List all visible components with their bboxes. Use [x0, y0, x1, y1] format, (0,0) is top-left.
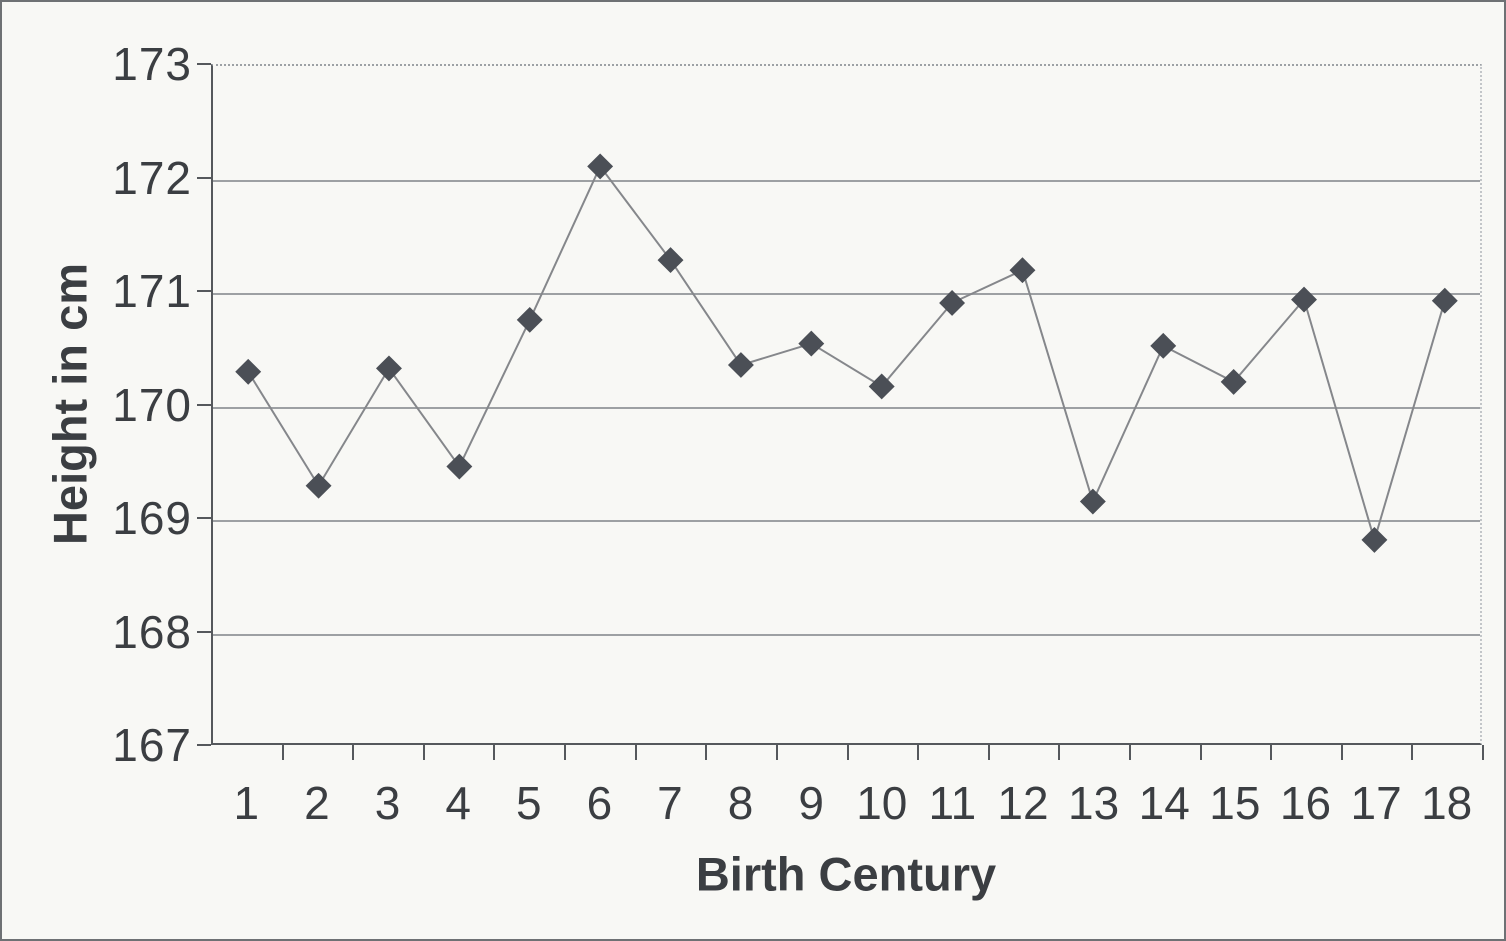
x-tick-label-15: 15 [1209, 777, 1261, 829]
x-tick-label-12: 12 [997, 777, 1049, 829]
x-tick-label-13: 13 [1068, 777, 1120, 829]
data-point-marker-5 [516, 306, 543, 333]
y-axis-tick-168 [197, 630, 211, 633]
data-point-marker-14 [1150, 332, 1177, 359]
data-point-marker-12 [1009, 257, 1036, 284]
data-point-marker-17 [1361, 526, 1388, 553]
x-tick-label-2: 2 [304, 777, 330, 829]
gridline-y-169 [213, 520, 1480, 522]
y-tick-label-169: 169 [112, 492, 192, 544]
data-point-marker-11 [939, 290, 966, 316]
data-point-marker-7 [657, 247, 684, 273]
data-point-marker-9 [798, 330, 825, 357]
x-axis-tick-13 [1128, 745, 1131, 760]
x-tick-label-1: 1 [233, 777, 260, 829]
gridline-y-168 [213, 633, 1480, 636]
y-tick-label-171: 171 [112, 265, 192, 317]
x-axis-tick-8 [775, 745, 778, 760]
data-point-marker-13 [1079, 488, 1106, 515]
x-axis-tick-4 [493, 745, 496, 760]
y-tick-label-168: 168 [112, 605, 192, 658]
x-axis-tick-5 [564, 745, 567, 760]
height-line-series [235, 153, 1458, 553]
x-axis-tick-16 [1340, 745, 1343, 760]
x-axis-tick-7 [705, 745, 708, 760]
x-tick-label-10: 10 [856, 777, 908, 829]
x-axis-tick-6 [634, 745, 637, 760]
y-axis-tick-167 [197, 744, 211, 746]
y-tick-label-167: 167 [112, 719, 192, 771]
data-point-marker-6 [587, 153, 614, 180]
data-point-marker-4 [446, 453, 473, 480]
x-axis-tick-3 [422, 745, 425, 760]
x-tick-label-5: 5 [515, 777, 542, 829]
x-axis-tick-2 [352, 745, 355, 760]
x-tick-label-6: 6 [586, 777, 613, 829]
x-axis-tick-9 [846, 745, 849, 760]
x-tick-label-7: 7 [657, 777, 683, 829]
x-axis-tick-11 [987, 745, 990, 760]
series-polyline [247, 164, 1446, 544]
x-axis-tick-14 [1199, 745, 1202, 760]
x-tick-label-18: 18 [1421, 777, 1473, 829]
gridline-y-170 [213, 406, 1480, 409]
data-point-marker-10 [868, 373, 895, 400]
data-point-marker-15 [1220, 369, 1247, 395]
x-tick-label-3: 3 [374, 777, 401, 829]
x-axis-tick-12 [1058, 745, 1061, 760]
y-axis-tick-172 [197, 176, 211, 179]
x-tick-label-9: 9 [798, 777, 824, 829]
gridline-y-172 [213, 179, 1480, 182]
x-tick-label-11: 11 [928, 777, 977, 829]
y-tick-label-170: 170 [112, 378, 192, 431]
y-tick-label-172: 172 [112, 151, 192, 204]
data-point-marker-3 [376, 355, 402, 382]
data-point-marker-1 [235, 358, 262, 385]
y-axis-tick-169 [197, 517, 211, 519]
data-point-marker-18 [1431, 287, 1458, 314]
x-tick-label-17: 17 [1350, 777, 1402, 829]
gridline-y-171 [213, 293, 1480, 295]
x-axis-tick-10 [917, 745, 920, 760]
x-axis-tick-17 [1411, 745, 1414, 760]
x-tick-label-8: 8 [727, 777, 754, 829]
plot-area [211, 64, 1482, 745]
x-axis-title: Birth Century [695, 847, 997, 901]
data-point-marker-2 [305, 472, 332, 499]
y-axis-tick-171 [197, 290, 211, 292]
x-axis-tick-15 [1270, 745, 1273, 760]
data-point-marker-16 [1291, 286, 1317, 313]
x-axis-tick-1 [281, 745, 284, 760]
x-tick-label-4: 4 [445, 777, 471, 829]
data-point-marker-8 [727, 352, 754, 378]
x-tick-label-16: 16 [1279, 777, 1332, 829]
y-tick-label-173: 173 [112, 38, 192, 90]
y-axis-tick-170 [197, 403, 211, 406]
x-axis-tick-18 [1482, 745, 1484, 760]
y-axis-tick-173 [197, 63, 211, 65]
x-tick-label-14: 14 [1138, 777, 1190, 829]
